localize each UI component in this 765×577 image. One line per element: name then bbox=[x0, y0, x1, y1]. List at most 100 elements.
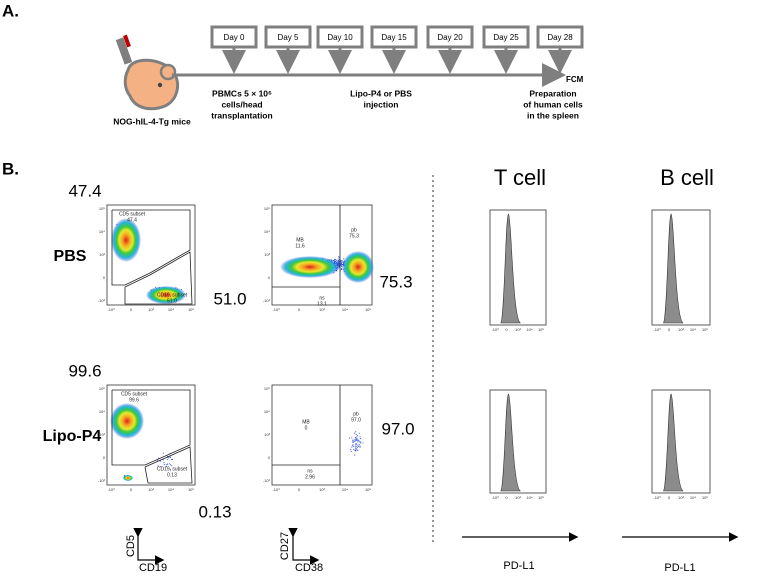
gate-name: pb bbox=[351, 227, 357, 233]
gate-name: pb bbox=[353, 411, 359, 417]
x-tick-label: 10³ bbox=[148, 487, 154, 492]
x-tick-label: 10⁵ bbox=[702, 327, 708, 332]
t-cell-histogram: -10³ 0 10³ 10⁴ 10⁵ bbox=[489, 389, 547, 500]
event-dot bbox=[359, 441, 361, 443]
x-tick-label: 10⁵ bbox=[188, 487, 194, 492]
gate-value: 51.0 bbox=[167, 298, 177, 304]
gate-name: MB bbox=[302, 419, 310, 425]
event-dot bbox=[354, 439, 356, 441]
day-label: Day 28 bbox=[547, 33, 573, 42]
gate-percent: 0.13 bbox=[198, 502, 231, 521]
event-dot bbox=[351, 437, 353, 439]
day-box bbox=[370, 25, 418, 49]
x-tick-label: 10⁵ bbox=[702, 495, 708, 500]
x-tick-label: -10³ bbox=[107, 487, 115, 492]
y-tick-label: -10³ bbox=[263, 478, 271, 483]
x-tick-label: 10³ bbox=[515, 495, 521, 500]
y-tick-label: 10⁴ bbox=[264, 229, 270, 234]
x-tick-label: 10⁵ bbox=[538, 495, 544, 500]
event-dot bbox=[340, 259, 342, 262]
event-dot bbox=[350, 449, 352, 451]
gate-percent: 99.6 bbox=[68, 361, 101, 380]
event-dot bbox=[355, 450, 357, 452]
day-box bbox=[264, 25, 312, 49]
gate-value: 2.96 bbox=[305, 474, 315, 480]
event-dot bbox=[356, 445, 358, 447]
axis-legend bbox=[133, 527, 739, 565]
x-tick-label: 10⁵ bbox=[365, 307, 371, 312]
gate-value: 75.3 bbox=[349, 233, 359, 239]
plot-frame bbox=[489, 389, 547, 494]
density-blob bbox=[111, 218, 141, 262]
event-dot bbox=[352, 445, 354, 447]
y-tick-label: 10⁵ bbox=[264, 386, 270, 391]
event-dot bbox=[350, 451, 352, 453]
day-box bbox=[210, 25, 258, 49]
x-tick-label: -10³ bbox=[653, 327, 661, 332]
day-box bbox=[536, 25, 584, 49]
note-line: injection bbox=[364, 99, 399, 109]
event-dot bbox=[163, 462, 165, 464]
event-dot bbox=[351, 446, 353, 448]
event-dot bbox=[352, 439, 354, 441]
y-tick-label: 10⁴ bbox=[99, 409, 105, 414]
event-dot bbox=[162, 459, 164, 461]
x-tick-label: 10³ bbox=[148, 307, 154, 312]
note-line: transplantation bbox=[211, 110, 272, 120]
event-dot bbox=[348, 437, 351, 439]
event-dot bbox=[162, 452, 165, 454]
event-dot bbox=[341, 264, 343, 266]
x-tick-label: 10³ bbox=[678, 327, 684, 332]
event-dot bbox=[357, 439, 359, 441]
x-tick-label: 0 bbox=[668, 327, 671, 332]
event-dot bbox=[160, 466, 162, 468]
plot-frame bbox=[271, 384, 373, 486]
axis-label: CD38 bbox=[295, 562, 323, 574]
day-boxes: Day 0 Day 5 Day 10 Day 15 Day 20 Day 25 Day 28 bbox=[210, 25, 584, 74]
x-tick-label: 10⁴ bbox=[690, 327, 696, 332]
histogram bbox=[662, 393, 684, 492]
gate-name: ns bbox=[319, 295, 325, 301]
gate-name: CD19, subset bbox=[157, 292, 188, 298]
event-dot bbox=[359, 445, 361, 447]
y-tick-label: 0 bbox=[103, 455, 106, 460]
event-dot bbox=[355, 433, 357, 435]
event-dot bbox=[171, 459, 174, 461]
day-box bbox=[316, 25, 364, 49]
x-tick-label: -10³ bbox=[653, 495, 661, 500]
density-blob bbox=[146, 286, 186, 304]
density-blob bbox=[342, 251, 374, 283]
event-dot bbox=[355, 449, 357, 451]
event-dot bbox=[358, 440, 360, 442]
event-dot bbox=[362, 442, 364, 444]
x-tick-label: 0 bbox=[505, 495, 508, 500]
y-tick-label: 10⁴ bbox=[99, 229, 105, 234]
mouse-label: NOG-hIL-4-Tg mice bbox=[113, 116, 191, 126]
row-label: PBS bbox=[54, 248, 87, 265]
gate-percent: 97.0 bbox=[381, 419, 414, 438]
axis-label: CD5 bbox=[125, 535, 137, 557]
event-dot bbox=[353, 448, 355, 450]
event-dot bbox=[354, 432, 356, 434]
event-dot bbox=[168, 463, 170, 465]
row-label: Lipo-P4 bbox=[43, 428, 102, 445]
x-tick-label: -10³ bbox=[272, 307, 280, 312]
event-dot bbox=[354, 445, 356, 447]
x-tick-label: 10⁵ bbox=[188, 307, 194, 312]
event-dot bbox=[358, 432, 360, 434]
day-label: Day 20 bbox=[437, 33, 463, 42]
y-tick-label: -10³ bbox=[98, 478, 106, 483]
mouse-icon bbox=[115, 34, 180, 111]
cd27-cd38-plot: -10³-10³0010³10³10⁴10⁴10⁵10⁵MB11.6pb75.3… bbox=[263, 204, 413, 312]
event-dot bbox=[360, 442, 362, 444]
y-tick-label: 10³ bbox=[264, 252, 270, 257]
note-line: Preparation bbox=[529, 88, 576, 98]
event-dot bbox=[354, 447, 357, 449]
x-tick-label: 10⁴ bbox=[690, 495, 696, 500]
y-tick-label: 10⁵ bbox=[99, 206, 105, 211]
y-tick-label: 0 bbox=[268, 455, 271, 460]
event-dot bbox=[166, 458, 168, 460]
